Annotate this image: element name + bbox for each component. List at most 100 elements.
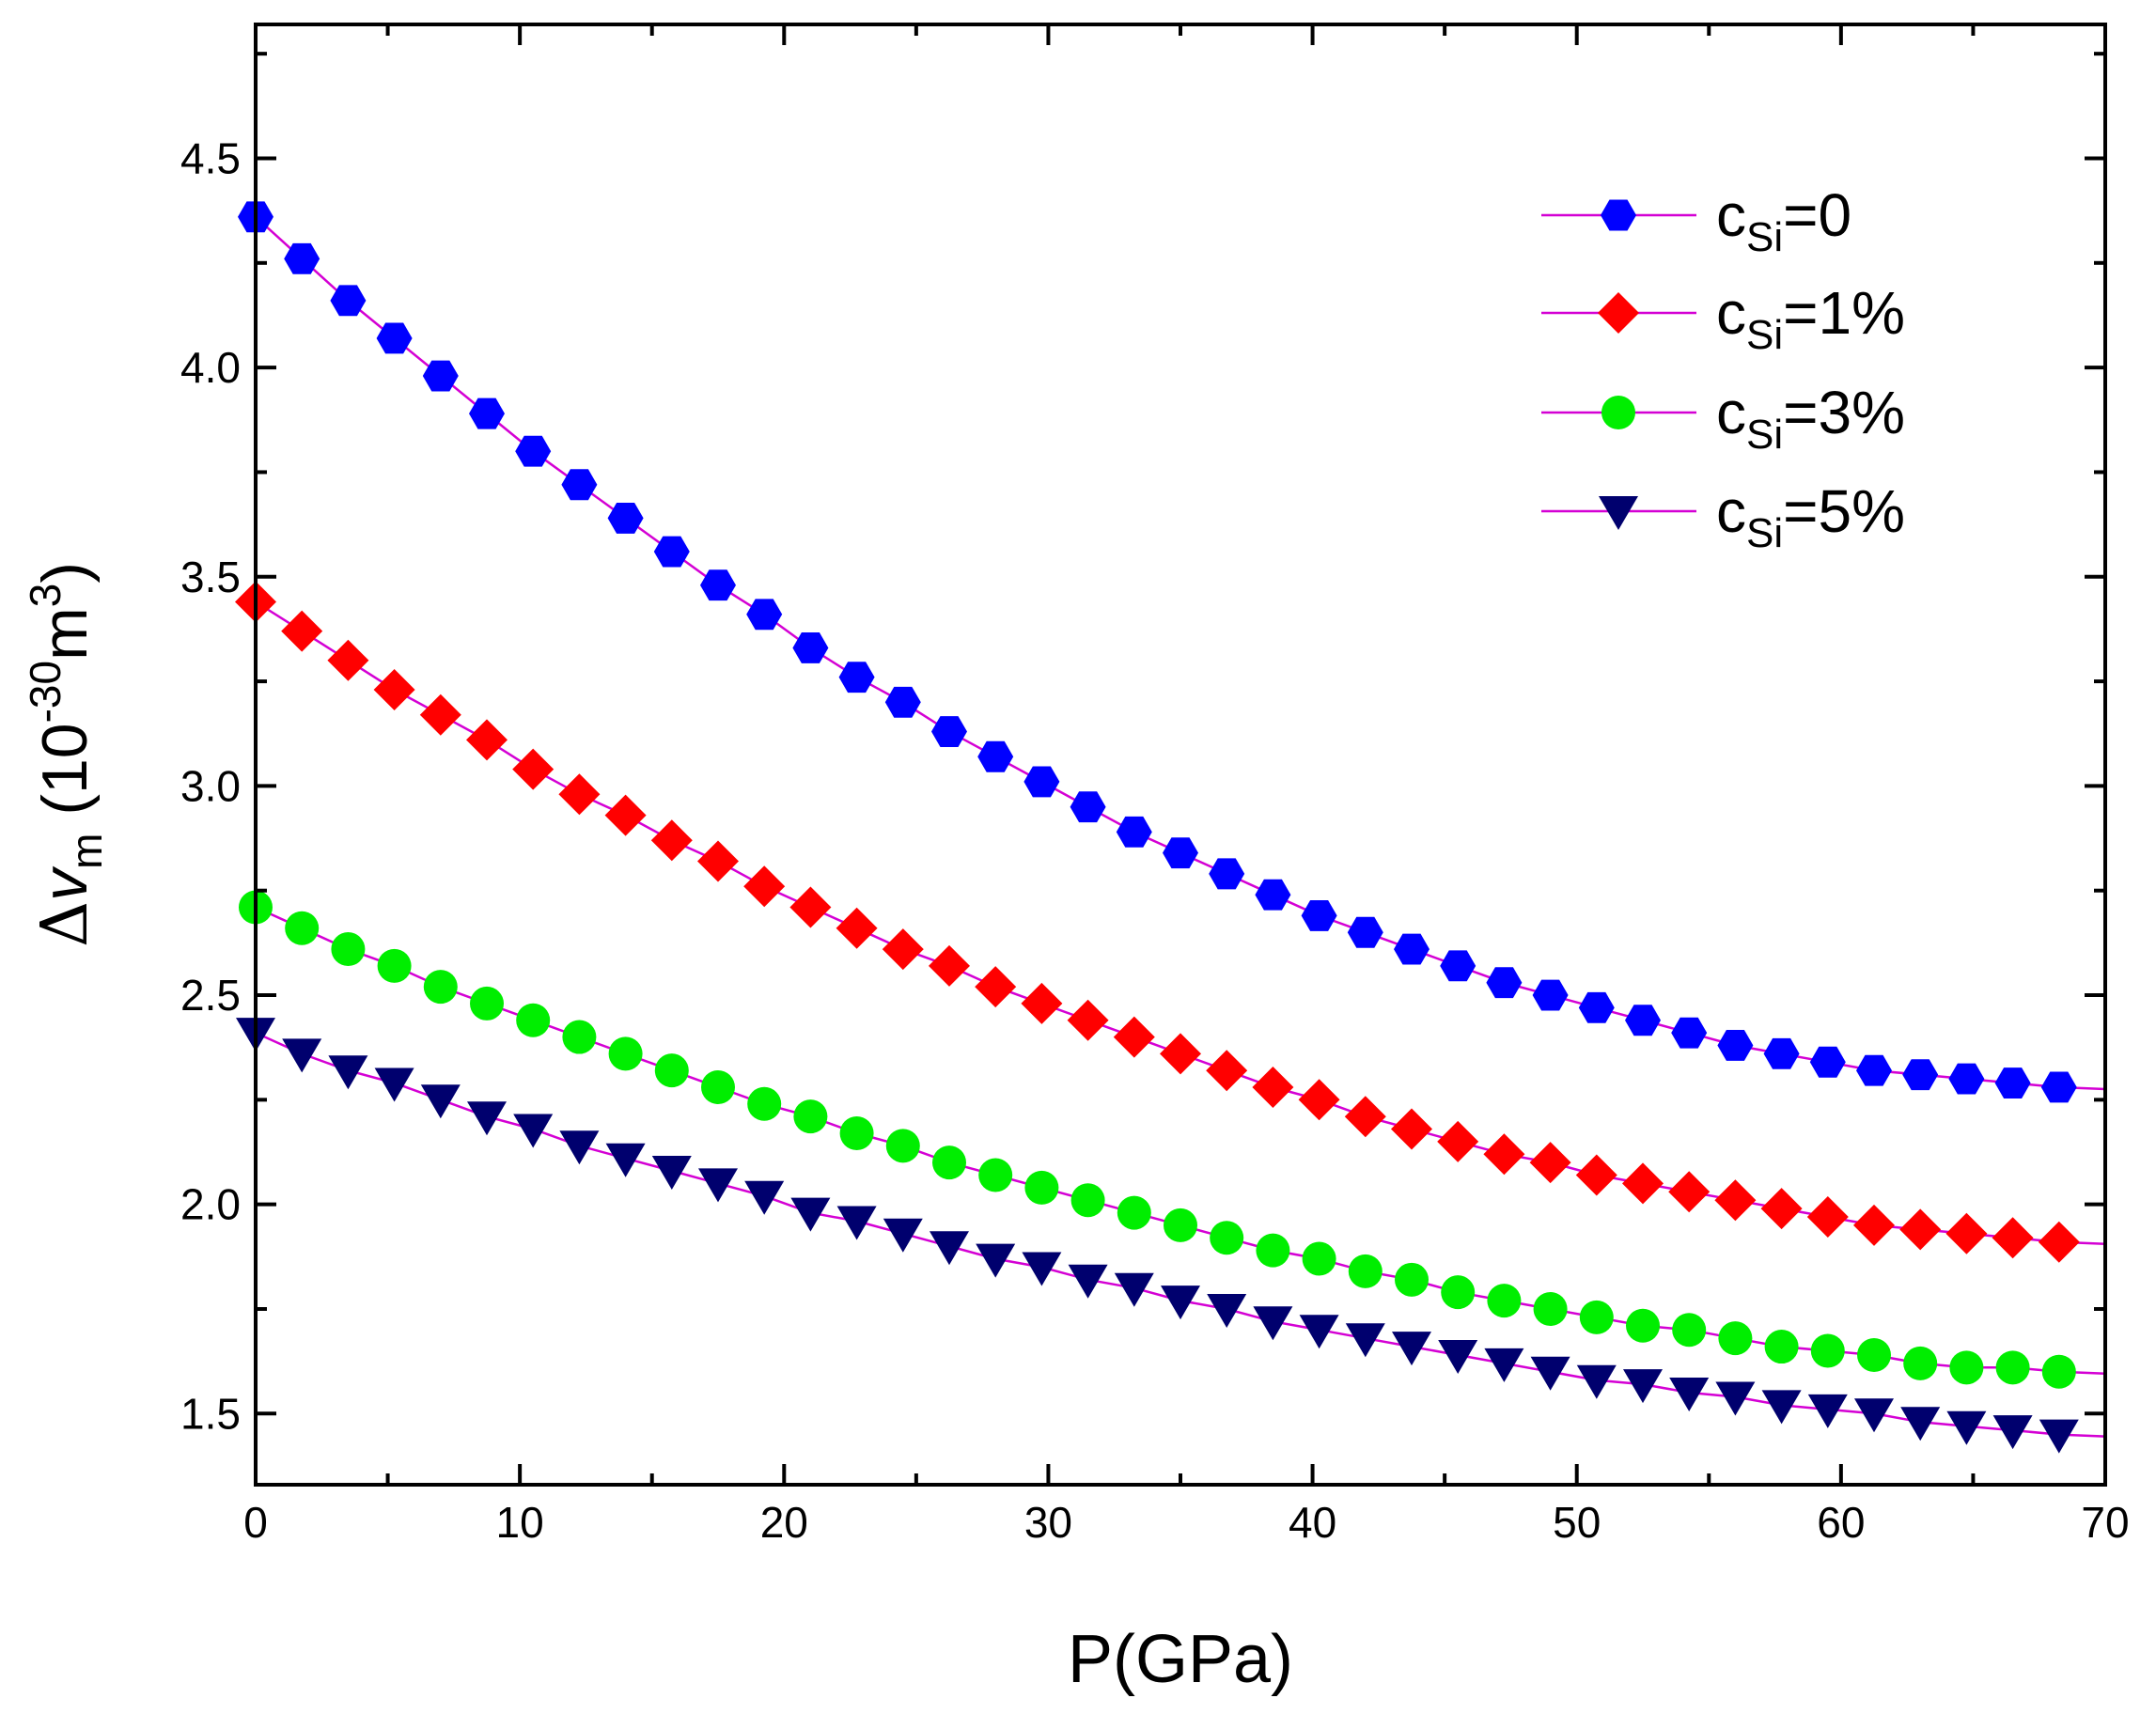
data-point [743,865,786,908]
data-point [1022,1252,1062,1286]
data-point [1437,1120,1479,1162]
data-point [653,536,690,568]
data-point [884,686,921,718]
data-point [790,1197,831,1232]
data-point [975,966,1017,1008]
data-point [1441,1275,1476,1310]
data-point [2038,1221,2080,1263]
data-point [1163,837,1198,869]
data-point [331,932,366,967]
data-point [931,716,967,747]
data-point [1487,1284,1522,1318]
data-point [1023,766,1060,798]
y-title-exp: -30 [21,661,70,723]
data-point [654,1053,689,1088]
data-point [697,840,739,882]
y-tick-label: 1.5 [180,1389,241,1438]
data-point [467,1101,507,1136]
data-point [419,693,461,736]
data-point [882,928,924,971]
data-point [1714,1179,1757,1222]
data-point [1668,1171,1711,1213]
data-point [1854,1398,1894,1433]
data-point [978,1158,1013,1192]
data-point [1070,791,1106,823]
data-point [420,1084,461,1119]
data-point [792,632,829,663]
data-point [1161,1286,1200,1320]
data-point [1529,1142,1571,1184]
data-point [1533,1291,1568,1326]
data-point [1576,1364,1617,1399]
data-point [1067,999,1109,1041]
data-point [285,911,320,945]
data-point [1992,1217,2034,1259]
data-point [930,1231,969,1266]
data-point [1530,1356,1570,1391]
data-point [976,1243,1016,1278]
data-point [1995,1350,2030,1385]
y-tick-label: 4.0 [180,343,241,392]
data-point [1438,1340,1478,1374]
data-point [1764,1330,1799,1364]
data-point [1672,1313,1707,1348]
legend-item: cSi=5% [1541,477,1905,556]
data-point [1392,1332,1431,1366]
x-tick-label: 20 [760,1498,808,1547]
legend-marker [1601,396,1635,429]
data-point [1484,1348,1524,1382]
data-point [1253,1306,1293,1341]
data-point [1715,1381,1756,1416]
data-point [932,1145,966,1180]
data-point [700,569,736,601]
data-point [836,1206,877,1240]
data-point [929,944,970,987]
x-axis-title: P(GPa) [1068,1622,1293,1697]
data-point [1299,1315,1339,1349]
x-tick-label: 40 [1289,1498,1336,1547]
data-point [2039,1419,2079,1454]
data-point [558,773,601,816]
data-point [374,1067,414,1102]
data-point [1302,1241,1336,1276]
y-axis-title: Δvm (10-30m3) [21,562,111,947]
data-point [562,1020,597,1054]
legend-marker [1601,199,1636,231]
legend-label: cSi=0 [1716,181,1851,260]
data-point [1209,858,1245,890]
data-point [1021,982,1063,1024]
data-point [327,639,369,681]
legend-item: cSi=0 [1541,181,1851,260]
data-point [470,986,504,1021]
data-point [1068,1264,1108,1299]
data-point [1809,1046,1846,1078]
data-point [1899,1208,1942,1251]
y-title-unit-exp: 3 [21,584,70,608]
data-point [838,662,875,693]
data-point [1575,1154,1617,1196]
data-point [1206,1050,1248,1092]
data-point [1207,1294,1247,1328]
data-point [561,469,598,501]
data-point [1718,1321,1753,1356]
y-tick-label: 2.5 [180,971,241,1020]
data-point [1578,991,1615,1023]
data-point [1946,1410,1987,1445]
data-point [328,1055,368,1090]
axis-ticks: 0 10 20 30 40 50 60 70 1.5 2.0 2.5 3.0 3.5 4.0 4.5 [180,24,2130,1547]
x-tick-label: 30 [1024,1498,1072,1547]
y-title-delta: Δ [28,901,102,947]
data-point [1117,1195,1151,1230]
data-point [1949,1350,1984,1385]
y-tick-label: 4.5 [180,133,241,182]
data-point [512,748,555,790]
data-point [1345,1323,1385,1358]
data-point [1717,1030,1754,1061]
data-point [1671,1017,1708,1049]
data-point [1024,1170,1059,1205]
data-point [1622,1162,1664,1205]
data-point [1900,1407,1941,1441]
data-point [836,907,878,949]
data-point [789,886,832,928]
